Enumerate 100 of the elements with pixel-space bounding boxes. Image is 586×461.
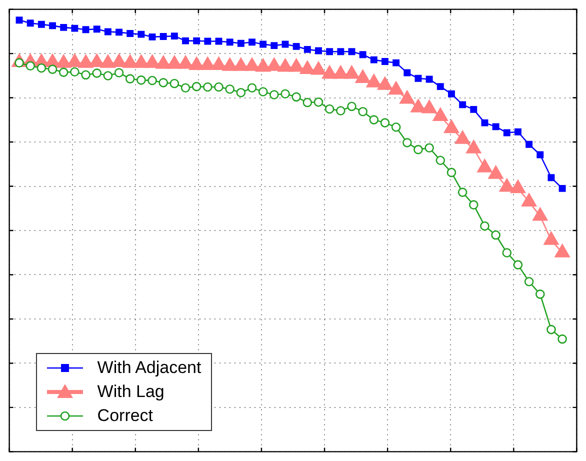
point <box>60 24 68 31</box>
point <box>103 71 113 80</box>
point <box>524 276 534 286</box>
point <box>503 129 510 136</box>
point <box>514 128 522 136</box>
point <box>114 68 124 78</box>
point <box>348 48 356 56</box>
point <box>138 30 145 38</box>
point <box>215 38 222 45</box>
point <box>36 63 46 73</box>
point <box>237 40 244 47</box>
point <box>336 106 346 116</box>
point <box>214 82 224 92</box>
point <box>302 98 312 108</box>
point <box>448 90 455 98</box>
point <box>470 106 478 113</box>
point <box>70 67 80 77</box>
point <box>92 68 102 78</box>
point <box>446 168 456 178</box>
point <box>258 87 268 96</box>
point <box>548 174 555 182</box>
point <box>546 324 556 334</box>
point <box>170 78 180 88</box>
point <box>236 88 246 98</box>
point <box>81 70 90 80</box>
point <box>458 188 468 197</box>
point <box>324 104 334 114</box>
point <box>491 230 500 240</box>
point <box>38 20 45 28</box>
legend-label: With Adjacent <box>97 356 202 379</box>
point <box>126 30 134 37</box>
point <box>502 248 512 258</box>
point <box>382 58 388 66</box>
point <box>492 123 500 130</box>
point <box>480 221 490 231</box>
point <box>282 40 289 48</box>
point <box>402 138 412 148</box>
point <box>203 82 212 92</box>
point <box>182 37 189 44</box>
point <box>369 115 379 124</box>
point <box>404 69 411 76</box>
point <box>136 75 146 85</box>
point <box>158 78 168 88</box>
point <box>392 59 400 66</box>
point <box>280 89 290 99</box>
point <box>58 68 68 77</box>
point <box>226 38 234 46</box>
legend-label: Correct <box>97 404 154 427</box>
point <box>414 144 423 154</box>
legend-label: With Lag <box>97 380 164 403</box>
point <box>359 51 366 58</box>
point <box>82 26 90 34</box>
point <box>104 28 112 36</box>
point <box>315 47 322 54</box>
point <box>535 290 545 299</box>
point <box>558 334 567 344</box>
point <box>247 83 257 93</box>
point <box>426 76 433 83</box>
point <box>436 83 444 90</box>
point <box>326 48 334 56</box>
point <box>513 260 523 270</box>
point <box>225 84 234 94</box>
point <box>459 101 466 108</box>
point <box>358 106 368 116</box>
point <box>26 61 36 70</box>
point <box>436 156 446 166</box>
point <box>347 102 356 112</box>
point <box>270 42 278 50</box>
point <box>148 76 157 86</box>
point <box>125 74 135 84</box>
point <box>71 24 78 32</box>
point <box>170 32 178 40</box>
point <box>260 40 267 48</box>
point <box>193 37 200 44</box>
point <box>148 33 156 40</box>
point <box>48 64 58 74</box>
point <box>49 22 56 30</box>
point <box>526 140 533 148</box>
point <box>160 33 167 40</box>
point <box>16 16 23 24</box>
point <box>337 48 344 56</box>
point <box>414 74 422 82</box>
point <box>314 97 324 107</box>
point <box>558 184 566 192</box>
point <box>468 200 478 210</box>
point <box>192 82 202 92</box>
point <box>292 42 300 50</box>
point <box>116 28 122 36</box>
point <box>204 38 212 45</box>
point <box>370 56 378 64</box>
point <box>292 92 301 102</box>
point <box>481 119 488 126</box>
point <box>180 83 190 93</box>
point <box>391 122 401 132</box>
point <box>424 143 434 152</box>
point <box>270 90 279 100</box>
point <box>248 38 256 46</box>
point <box>26 20 34 27</box>
point <box>536 151 544 158</box>
point <box>304 46 311 53</box>
